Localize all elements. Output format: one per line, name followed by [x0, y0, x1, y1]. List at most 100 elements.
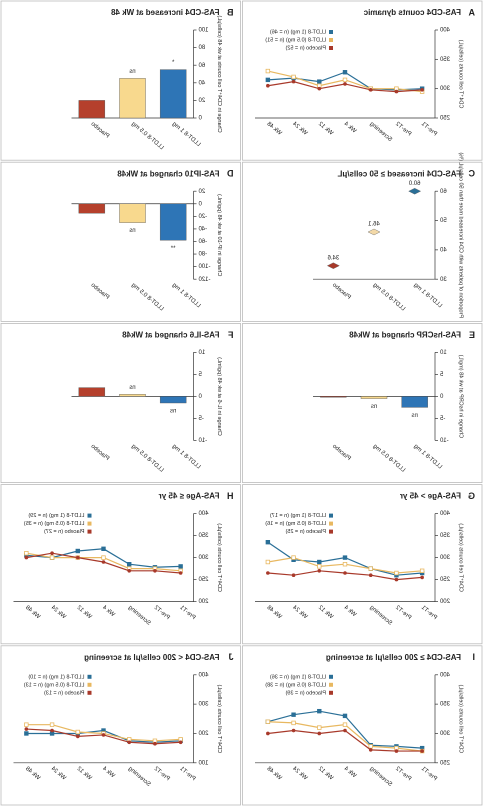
legend-label: LLDT-8 (1 mg) (n = 29): [28, 513, 84, 519]
diamond: [326, 262, 340, 269]
legend-label: Placebo (n = 52): [285, 45, 326, 51]
point: [342, 713, 348, 719]
point: [75, 729, 80, 735]
y-tick-label: 300: [439, 86, 450, 92]
y-tick-label: 400: [198, 672, 209, 678]
bar: [159, 396, 187, 404]
panel-title: FAS-Age ≤ 45 yr: [159, 492, 220, 501]
panel-frame: [0, 645, 241, 806]
point: [50, 551, 54, 555]
y-tick-label: 400: [439, 511, 450, 517]
point: [342, 77, 348, 83]
point: [291, 555, 296, 560]
legend-swatch: [329, 521, 333, 526]
point: [265, 540, 271, 545]
panel-frame: [242, 161, 483, 322]
legend-label: LLDT-8 (0.5 mg) (n = 35): [24, 521, 85, 527]
panel-frame: [242, 322, 483, 483]
legend-swatch: [329, 38, 333, 42]
panel-title: FAS-CD4 < 200 cells/μl at screening: [84, 653, 220, 662]
y-tick-label: 300: [198, 555, 209, 561]
panel-letter: E: [469, 330, 475, 340]
point: [420, 749, 424, 753]
panel-title: FAS-IP10 changed at Wk48: [117, 169, 220, 178]
panel-letter: B: [227, 7, 234, 17]
value-label: 34.6: [327, 255, 339, 261]
y-tick-label: 300: [198, 702, 209, 708]
panel-letter: H: [227, 491, 234, 501]
legend-swatch: [329, 30, 333, 34]
point: [266, 83, 270, 88]
legend-label: LLDT-8 (1 mg) (n = 10): [28, 674, 84, 680]
value-label: 46.1: [368, 222, 380, 228]
y-tick-label: -40: [198, 226, 207, 232]
point: [394, 89, 399, 94]
y-tick-label: 100: [198, 760, 209, 766]
y-axis-label: CD4⁺T cell counts (cells/μL): [458, 523, 465, 592]
panel-title: FAS-CD4 counts dynamic: [363, 8, 461, 17]
y-tick-label: 10: [439, 350, 446, 356]
significance-label: ns: [129, 385, 135, 391]
significance-label: ns: [371, 404, 377, 410]
point: [368, 88, 373, 92]
point: [178, 740, 183, 745]
point: [342, 562, 348, 567]
point: [49, 555, 55, 560]
point: [266, 731, 270, 736]
y-tick-label: 0: [439, 394, 443, 400]
point: [291, 728, 296, 733]
legend-label: Placebo (n = 13): [44, 690, 85, 696]
bar: [119, 78, 146, 119]
bar: [119, 203, 146, 223]
y-tick-label: 20: [198, 189, 205, 195]
significance-label: ns: [129, 228, 135, 234]
point: [50, 728, 54, 733]
legend-label: Placebo (n = 25): [285, 529, 326, 535]
point: [24, 551, 29, 556]
point: [420, 88, 424, 92]
point: [291, 712, 296, 717]
point: [24, 727, 29, 731]
legend-label: LLDT-8 (1 mg) (n = 17): [270, 513, 326, 519]
panel-letter: C: [468, 169, 475, 179]
y-tick-label: 60: [439, 189, 446, 195]
point: [127, 740, 132, 745]
significance-label: ns: [411, 413, 417, 419]
point: [75, 555, 80, 560]
point: [75, 734, 80, 739]
bar: [119, 394, 146, 397]
legend-swatch: [87, 690, 92, 695]
y-tick-label: 5: [198, 372, 202, 378]
point: [317, 731, 322, 736]
y-tick-label: 80: [198, 45, 205, 51]
y-tick-label: 350: [439, 702, 450, 708]
bar: [159, 69, 187, 119]
bar: [360, 396, 388, 399]
point: [24, 722, 29, 727]
y-tick-label: -10: [198, 438, 207, 444]
y-tick-label: 200: [439, 599, 450, 605]
legend-swatch: [329, 529, 333, 534]
legend-swatch: [87, 529, 92, 534]
panel-title: FAS-CD4 increased ≥ 50 cells/μL: [337, 169, 461, 178]
point: [49, 722, 55, 727]
legend-swatch: [329, 46, 333, 50]
point: [317, 725, 322, 730]
legend-label: LLDT-8 (1 mg) (n = 36): [270, 674, 326, 680]
point: [394, 570, 399, 576]
point: [420, 575, 424, 580]
y-tick-label: 0: [198, 201, 202, 207]
point: [343, 728, 347, 733]
legend-swatch: [87, 521, 92, 526]
y-tick-label: 350: [439, 57, 450, 63]
point: [291, 573, 296, 577]
legend-label: LLDT-8 (0.5 mg) (n = 38): [265, 682, 326, 688]
legend-label: Placebo (n = 39): [285, 690, 326, 696]
y-tick-label: 60: [198, 63, 205, 69]
y-tick-label: 40: [439, 247, 446, 253]
point: [368, 573, 373, 577]
point: [368, 566, 373, 571]
point: [75, 548, 80, 554]
legend-swatch: [87, 674, 92, 679]
